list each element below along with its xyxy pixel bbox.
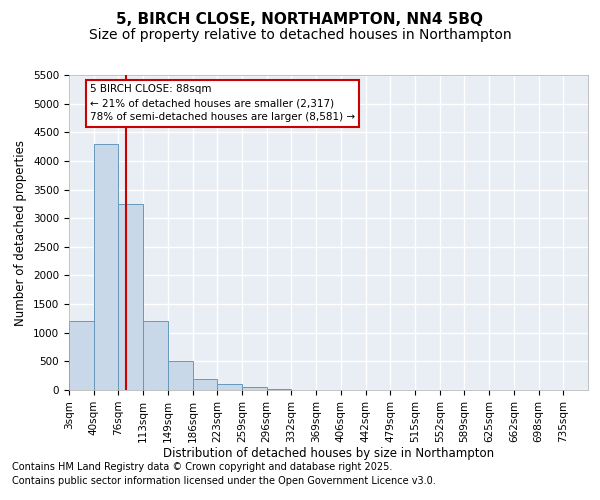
Text: 5 BIRCH CLOSE: 88sqm
← 21% of detached houses are smaller (2,317)
78% of semi-de: 5 BIRCH CLOSE: 88sqm ← 21% of detached h… xyxy=(90,84,355,122)
Bar xyxy=(118,204,143,390)
Y-axis label: Number of detached properties: Number of detached properties xyxy=(14,140,28,326)
Text: 5, BIRCH CLOSE, NORTHAMPTON, NN4 5BQ: 5, BIRCH CLOSE, NORTHAMPTON, NN4 5BQ xyxy=(116,12,484,28)
Bar xyxy=(193,378,217,390)
Bar xyxy=(94,144,118,390)
Bar xyxy=(143,322,168,390)
Text: Contains HM Land Registry data © Crown copyright and database right 2025.: Contains HM Land Registry data © Crown c… xyxy=(12,462,392,472)
X-axis label: Distribution of detached houses by size in Northampton: Distribution of detached houses by size … xyxy=(163,448,494,460)
Text: Size of property relative to detached houses in Northampton: Size of property relative to detached ho… xyxy=(89,28,511,42)
Bar xyxy=(69,322,94,390)
Bar xyxy=(242,387,267,390)
Text: Contains public sector information licensed under the Open Government Licence v3: Contains public sector information licen… xyxy=(12,476,436,486)
Bar xyxy=(217,384,242,390)
Bar xyxy=(168,362,193,390)
